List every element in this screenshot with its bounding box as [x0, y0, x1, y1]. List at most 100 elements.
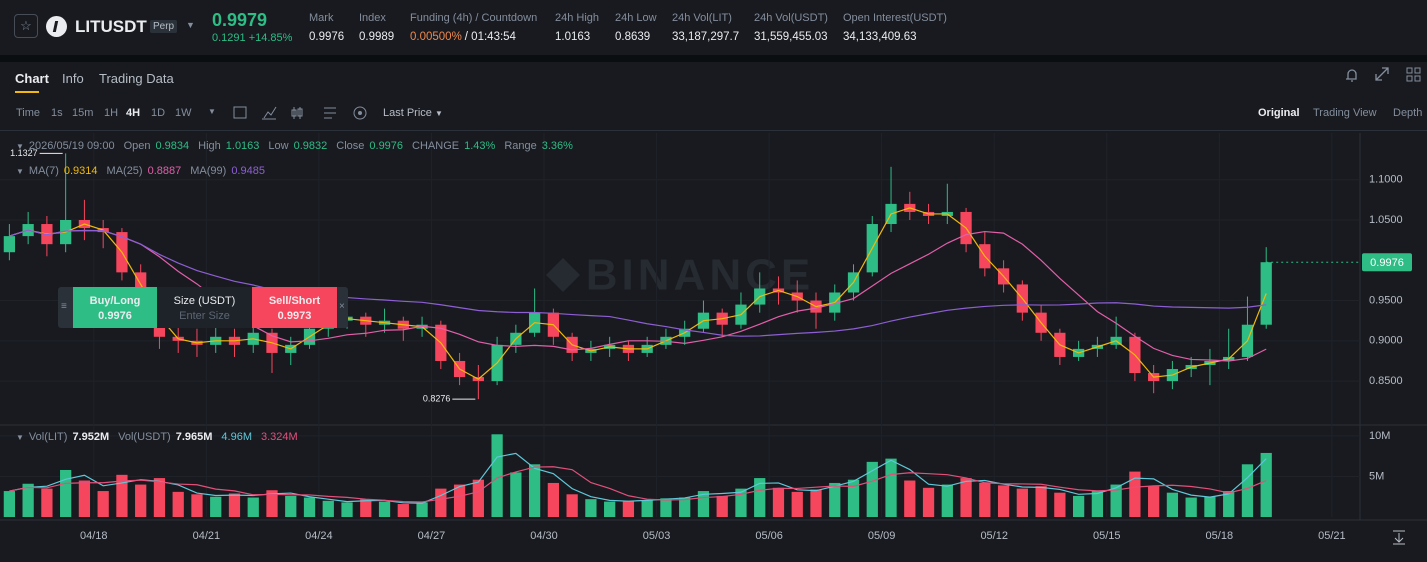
chart-type-icon[interactable]	[262, 106, 277, 120]
stat-value: 0.9989	[359, 31, 394, 43]
settings-icon[interactable]	[324, 107, 336, 119]
vol-tick-label: 10M	[1369, 430, 1390, 442]
interval-dropdown[interactable]: ▼	[208, 107, 216, 116]
price-change: 0.1291 +14.85%	[212, 32, 292, 44]
volume-bar	[510, 472, 522, 517]
symbol[interactable]: LITUSDT	[75, 17, 147, 36]
stat-value-text: 0.8639	[615, 31, 651, 43]
ma-line	[9, 229, 1267, 337]
stat-label: Index	[359, 12, 386, 24]
interval[interactable]: 1s	[51, 107, 63, 119]
buy-button[interactable]: Buy/Long 0.9976	[73, 287, 157, 328]
volume-bar	[716, 495, 728, 517]
volume-bar	[491, 434, 503, 517]
candle-body	[3, 236, 16, 253]
volume-bar	[1241, 464, 1254, 517]
stat-label: 24h Low	[615, 12, 657, 24]
symbol-dropdown[interactable]: ▼	[186, 20, 195, 30]
interval[interactable]: 1D	[151, 107, 166, 119]
collapse-caret[interactable]: ▼	[16, 141, 24, 151]
volume-bar	[1110, 484, 1122, 517]
stat-label: Funding (4h) / Countdown	[410, 12, 538, 24]
tab[interactable]: Info	[62, 71, 84, 86]
watermark-logo	[546, 258, 580, 292]
stat-value-text: 33,187,297.7	[672, 31, 740, 43]
x-tick-label: 04/18	[80, 530, 108, 542]
price-type[interactable]: Last Price ▼	[383, 107, 443, 119]
ma-label: MA(25)	[106, 165, 143, 177]
favorite-button[interactable]: ☆	[14, 14, 38, 38]
layout-icon[interactable]	[1414, 75, 1421, 82]
volume-bar	[697, 491, 710, 517]
legend-item: High 1.0163	[198, 140, 259, 152]
vol-item: Vol(USDT) 7.965M	[118, 431, 212, 443]
close-button[interactable]: ×	[339, 301, 345, 312]
stat-value-text: 0.9976	[309, 31, 345, 43]
volume-bar	[472, 479, 484, 517]
indicator-icon[interactable]	[233, 106, 247, 119]
size-input[interactable]: Size (USDT) Enter Size	[157, 287, 252, 328]
vol-label: Vol(LIT)	[28, 431, 68, 443]
stat-value-text: 34,133,409.63	[843, 31, 917, 43]
interval[interactable]: Time	[16, 107, 41, 119]
drag-handle[interactable]: ≡	[61, 301, 67, 312]
collapse-caret[interactable]: ▼	[16, 166, 24, 176]
alert-icon[interactable]	[1346, 69, 1357, 82]
interval[interactable]: 4H	[126, 107, 141, 119]
sell-button[interactable]: Sell/Short 0.9973	[252, 287, 337, 328]
stat-value-text: 1.0163	[555, 31, 591, 43]
vol-label: Vol(USDT)	[118, 431, 171, 443]
scroll-icon	[1393, 530, 1405, 545]
tab-active[interactable]: Chart	[15, 71, 49, 86]
view-option[interactable]: Depth	[1393, 107, 1423, 119]
volume-bar	[303, 497, 316, 517]
volume-bar	[1204, 496, 1216, 517]
legend-item: Close 0.9976	[336, 140, 403, 152]
ohlc-legend: ▼ 2026/05/19 09:00 Open 0.9834 High 1.0163 L…	[16, 140, 577, 152]
annotation-label: 0.8276	[423, 394, 451, 404]
layout-icon[interactable]	[1406, 67, 1413, 74]
x-tick-label: 04/27	[418, 530, 446, 542]
annotation-label: 1.1327	[10, 148, 38, 158]
fullscreen-icon[interactable]	[1375, 67, 1389, 81]
tab[interactable]: Trading Data	[99, 71, 174, 86]
layout-icon[interactable]	[1406, 75, 1413, 82]
x-tick-label: 05/03	[643, 530, 671, 542]
price-type-caret: ▼	[434, 109, 443, 118]
price-type-label: Last Price	[383, 107, 432, 119]
stat-value: 0.9976	[309, 31, 344, 43]
volume-bar	[1072, 495, 1085, 517]
stat-label: 24h Vol(LIT)	[672, 12, 732, 24]
volume-bar	[772, 487, 785, 517]
vol-value: 7.952M	[72, 431, 110, 443]
template-icon[interactable]	[353, 106, 367, 120]
layout-icon[interactable]	[1414, 67, 1421, 74]
view-option[interactable]: Original	[1258, 107, 1300, 119]
ma-value: 0.9485	[231, 165, 265, 177]
volume-bar	[322, 500, 334, 517]
collapse-caret[interactable]: ▼	[16, 432, 24, 442]
last-price: 0.9979	[212, 10, 268, 30]
interval[interactable]: 1W	[175, 107, 192, 119]
volume-bar	[172, 491, 184, 517]
x-tick-label: 04/24	[305, 530, 333, 542]
volume-bar	[847, 479, 860, 517]
volume-bar	[679, 497, 691, 517]
stat-extra: / 01:43:54	[464, 31, 516, 43]
size-placeholder: Enter Size	[179, 310, 230, 322]
volume-bar	[1091, 491, 1104, 517]
ma-line	[9, 207, 1267, 380]
vol-ma-value: 3.324M	[260, 431, 298, 443]
candle-icon[interactable]	[291, 107, 303, 119]
volume-bar	[97, 491, 109, 517]
interval[interactable]: 1H	[104, 107, 119, 119]
volume-bar	[979, 482, 991, 517]
legend-label: High	[198, 140, 221, 152]
stat-label: Open Interest(USDT)	[843, 12, 947, 24]
volume-bar	[735, 488, 747, 517]
view-option[interactable]: Trading View	[1313, 107, 1377, 119]
y-tick-label: 1.1000	[1369, 174, 1403, 186]
interval[interactable]: 15m	[72, 107, 94, 119]
legend-item: Open 0.9834	[124, 140, 190, 152]
